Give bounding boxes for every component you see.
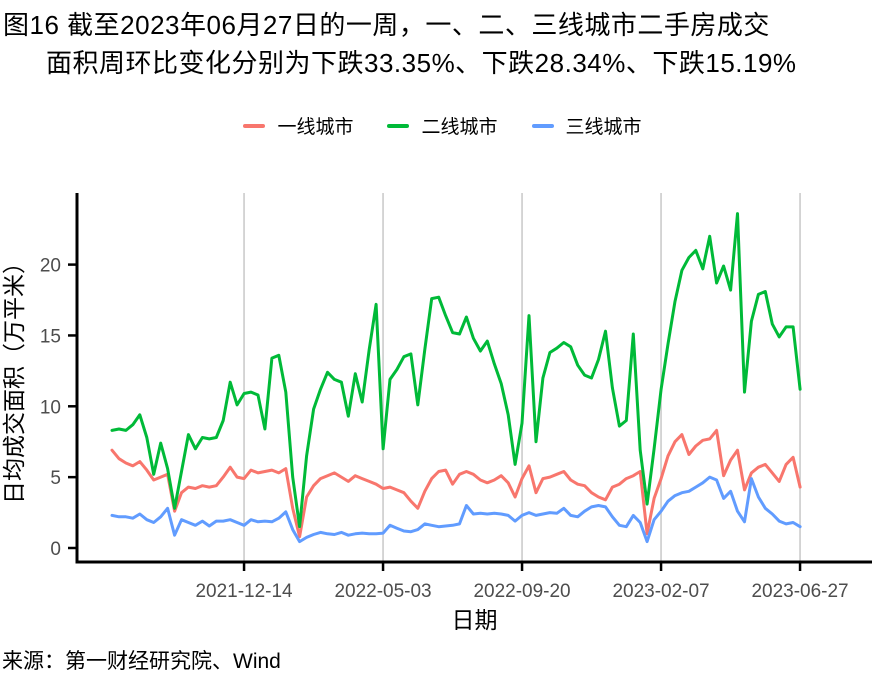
series-line-0 [110,428,802,539]
y-tick-label: 5 [50,468,61,489]
y-tick-label: 15 [40,326,61,347]
legend-label-tier3: 三线城市 [565,117,642,138]
x-tick-label: 2023-06-27 [751,581,848,602]
axes: 2021-12-14 2022-05-03 2022-09-20 2023-02-07… [40,193,872,602]
chart-title: 图16 截至2023年06月27日的一周，一、二、三线城市二手房成交 面积周环比… [3,6,797,82]
chart-title-line1: 图16 截至2023年06月27日的一周，一、二、三线城市二手房成交 [3,10,770,40]
y-axis-title: 日均成交面积（万平米） [1,251,27,504]
source-note: 来源：第一财经研究院、Wind [2,650,281,673]
legend-label-tier2: 二线城市 [421,117,498,138]
gridlines [243,193,801,562]
x-tick-label: 2022-05-03 [334,581,431,602]
legend-label-tier1: 一线城市 [277,117,354,138]
x-tick-label: 2023-02-07 [612,581,709,602]
legend-item-tier3: 三线城市 [531,112,642,139]
y-tick-label: 20 [40,256,61,277]
tier2-line-swatch [387,123,410,128]
x-tick-label: 2022-09-20 [473,581,570,602]
legend-item-tier2: 二线城市 [387,112,498,139]
series-line-2 [110,475,802,544]
tier1-line-swatch [243,123,266,128]
legend-item-tier1: 一线城市 [243,112,353,139]
series-line-1 [110,212,802,529]
legend: 一线城市 二线城市 三线城市 [0,112,885,139]
y-tick-label: 0 [50,539,61,560]
x-axis-title: 日期 [452,607,498,633]
tier3-line-swatch [531,123,554,128]
series-lines [110,212,802,544]
chart-title-line2: 面积周环比变化分别为下跌33.35%、下跌28.34%、下跌15.19% [46,48,797,78]
y-tick-label: 10 [40,397,61,418]
x-tick-label: 2021-12-14 [195,581,293,602]
